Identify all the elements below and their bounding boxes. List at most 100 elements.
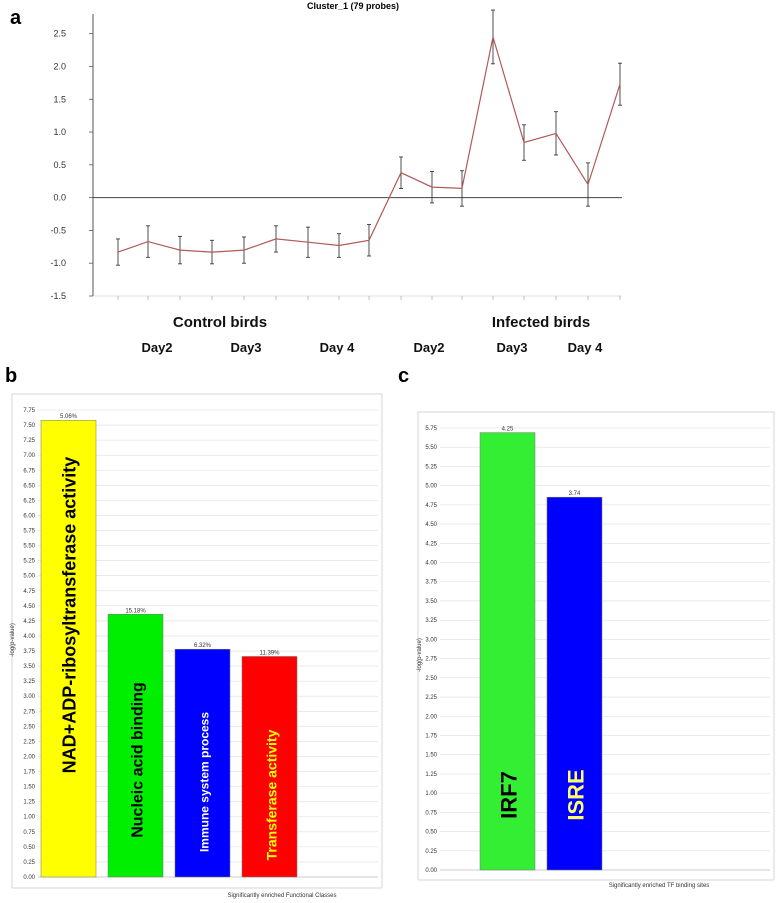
bar-data-label: 6.32%: [194, 643, 212, 649]
y-tick-label: 0.25: [425, 849, 437, 855]
chart-a-y-tick-label: 1.5: [53, 94, 66, 104]
bar-category-label: Immune system process: [198, 712, 212, 852]
y-tick-label: 3.25: [23, 679, 35, 685]
y-tick-label: 4.00: [425, 561, 437, 567]
y-tick-label: 2.75: [425, 657, 437, 663]
day-label: Day2: [141, 340, 172, 355]
chart-a-y-tick-label: -0.5: [50, 225, 66, 235]
bar-data-label: 15.18%: [125, 608, 146, 614]
bar-data-label: 3.74: [569, 491, 581, 497]
day-label: Day3: [230, 340, 261, 355]
y-tick-label: 1.75: [425, 733, 437, 739]
line-chart-panel-a: Cluster_1 (79 probes) -1.5 -1.0 -0.5 0.0 0.5…: [50, 1, 622, 355]
y-tick-label: 5.25: [23, 559, 35, 565]
y-tick-label: 4.25: [425, 541, 437, 547]
bar-data-label: 11.39%: [260, 650, 281, 656]
chart-a-y-tick-label: -1.5: [50, 291, 66, 301]
y-tick-label: 5.25: [425, 464, 437, 470]
y-tick-label: 4.75: [23, 589, 35, 595]
y-tick-label: 2.50: [23, 724, 35, 730]
chart-c-y-ticks: 0.00 0.25 0.50 0.75 1.00 1.25 1.50 1.75 2.00 2.25…: [425, 426, 437, 874]
day-label: Day 4: [568, 340, 603, 355]
bar: [174, 648, 231, 878]
panel-letter-b: b: [5, 365, 17, 387]
y-tick-label: 3.75: [23, 649, 35, 655]
bar-category-label: Nucleic acid binding: [130, 682, 147, 838]
bar: [40, 419, 97, 878]
bar-category-label: ISRE: [564, 769, 589, 820]
day-label: Day3: [496, 340, 527, 355]
bar: [107, 614, 164, 878]
chart-a-title: Cluster_1 (79 probes): [307, 1, 399, 11]
chart-c-y-axis-label: -log(p-value): [417, 638, 423, 672]
y-tick-label: 2.50: [425, 676, 437, 682]
y-tick-label: 4.50: [23, 604, 35, 610]
chart-a-y-tick-label: 1.0: [53, 127, 66, 137]
y-tick-label: 0.75: [23, 830, 35, 836]
y-tick-label: 0.25: [23, 860, 35, 866]
y-tick-label: 1.50: [425, 753, 437, 759]
y-tick-label: 3.25: [425, 618, 437, 624]
y-tick-label: 6.00: [23, 513, 35, 519]
bar-data-label: 4.25: [502, 427, 514, 433]
bar: [546, 496, 603, 871]
y-tick-label: 3.75: [425, 580, 437, 586]
y-tick-label: 2.00: [425, 714, 437, 720]
day-label: Day 4: [320, 340, 355, 355]
y-tick-label: 0.50: [425, 830, 437, 836]
y-tick-label: 1.75: [23, 770, 35, 776]
y-tick-label: 6.75: [23, 468, 35, 474]
y-tick-label: 5.75: [23, 529, 35, 535]
chart-a-series-line: [117, 36, 621, 253]
bar: [479, 432, 536, 871]
y-tick-label: 6.25: [23, 498, 35, 504]
y-tick-label: 1.25: [425, 772, 437, 778]
y-tick-label: 5.50: [425, 445, 437, 451]
y-tick-label: 4.00: [23, 634, 35, 640]
chart-a-day-labels: Day2 Day3 Day 4 Day2 Day3 Day 4: [141, 340, 603, 355]
day-label: Day2: [413, 340, 444, 355]
y-tick-label: 2.25: [425, 695, 437, 701]
y-tick-label: 4.75: [425, 503, 437, 509]
bar-chart-panel-b: 0.00 0.25 0.50 0.75 1.00 1.25 1.50 1.75 2.00 2.25…: [10, 393, 383, 899]
y-tick-label: 3.50: [425, 599, 437, 605]
chart-c-bars: 4.25 IRF7 3.74 ISRE: [479, 427, 603, 871]
y-tick-label: 6.50: [23, 483, 35, 489]
y-tick-label: 5.75: [425, 426, 437, 432]
chart-b-x-axis-label: Significantly enriched Functional Classe…: [227, 893, 336, 899]
chart-a-y-ticks: -1.5 -1.0 -0.5 0.0 0.5 1.0 1.5 2.0 2.5: [50, 29, 93, 301]
chart-a-group-labels: Control birds Infected birds: [173, 314, 590, 331]
chart-c-x-axis-label: Significantly enriched TF binding sites: [609, 883, 710, 889]
y-tick-label: 5.00: [23, 574, 35, 580]
chart-b-y-ticks: 0.00 0.25 0.50 0.75 1.00 1.25 1.50 1.75 2.00 2.25…: [23, 408, 35, 881]
y-tick-label: 2.00: [23, 754, 35, 760]
chart-a-axes: [92, 14, 622, 300]
group-label-control: Control birds: [173, 314, 267, 331]
chart-a-y-tick-label: 2.5: [53, 29, 66, 39]
y-tick-label: 3.50: [23, 664, 35, 670]
y-tick-label: 0.75: [425, 810, 437, 816]
chart-b-bars: 5.06% NAD+ADP-ribosyltransferase activity…: [40, 414, 298, 878]
bar-data-label: 5.06%: [60, 414, 78, 420]
chart-a-y-tick-label: -1.0: [50, 258, 66, 268]
y-tick-label: 7.00: [23, 453, 35, 459]
y-tick-label: 0.00: [23, 875, 35, 881]
bar: [241, 656, 298, 878]
y-tick-label: 1.25: [23, 800, 35, 806]
chart-a-y-tick-label: 0.5: [53, 160, 66, 170]
y-tick-label: 1.00: [23, 815, 35, 821]
y-tick-label: 7.50: [23, 423, 35, 429]
y-tick-label: 2.25: [23, 739, 35, 745]
bar-chart-panel-c: 0.00 0.25 0.50 0.75 1.00 1.25 1.50 1.75 2.00 2.25…: [417, 411, 775, 889]
y-tick-label: 1.00: [425, 791, 437, 797]
chart-a-y-tick-label: 2.0: [53, 61, 66, 71]
y-tick-label: 4.25: [23, 619, 35, 625]
y-tick-label: 3.00: [23, 694, 35, 700]
bar-category-label: NAD+ADP-ribosyltransferase activity: [60, 457, 80, 774]
y-tick-label: 7.25: [23, 438, 35, 444]
chart-a-error-bars: [116, 9, 622, 266]
y-tick-label: 1.50: [23, 785, 35, 791]
panel-letter-c: c: [398, 365, 409, 387]
y-tick-label: 5.50: [23, 544, 35, 550]
